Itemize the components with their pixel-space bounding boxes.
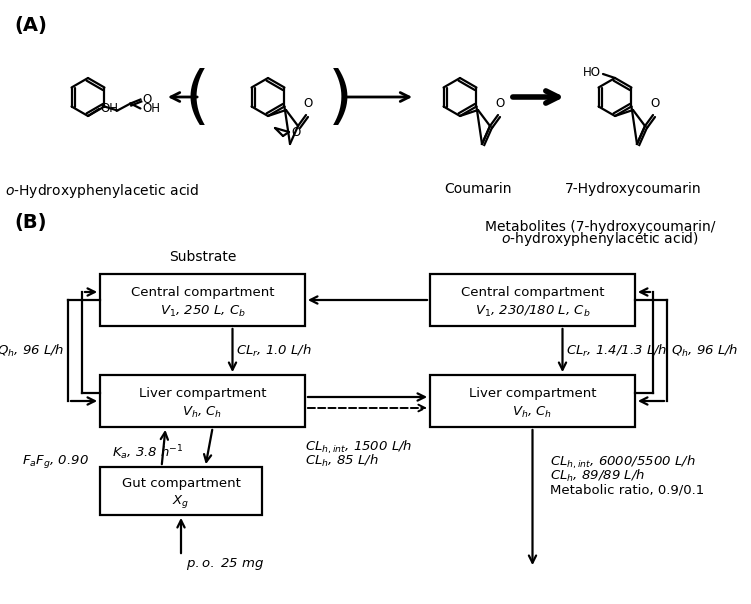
Bar: [100, 274, 305, 326]
Text: Metabolic ratio, 0.9/0.1: Metabolic ratio, 0.9/0.1: [550, 483, 704, 496]
Text: Liver compartment: Liver compartment: [139, 387, 267, 400]
Text: $CL_r$, 1.0 L/h: $CL_r$, 1.0 L/h: [237, 342, 312, 359]
Bar: [100, 375, 305, 427]
Text: $CL_h$, 85 L/h: $CL_h$, 85 L/h: [305, 453, 379, 469]
Text: $p.o.$ 25 mg: $p.o.$ 25 mg: [186, 556, 264, 572]
Bar: [100, 467, 262, 515]
Text: (B): (B): [14, 213, 47, 232]
Bar: [430, 375, 635, 427]
Text: 7-Hydroxycoumarin: 7-Hydroxycoumarin: [565, 182, 701, 196]
Text: $CL_{h,int}$, 6000/5500 L/h: $CL_{h,int}$, 6000/5500 L/h: [550, 453, 695, 471]
Text: $V_1$, 250 L, $C_b$: $V_1$, 250 L, $C_b$: [160, 304, 246, 319]
Text: O: O: [291, 126, 300, 138]
Text: $X_g$: $X_g$: [173, 493, 189, 510]
Text: $F_aF_g$, 0.90: $F_aF_g$, 0.90: [22, 454, 89, 471]
Text: Substrate: Substrate: [169, 250, 236, 264]
Text: Central compartment: Central compartment: [461, 286, 605, 299]
Text: $\it{o}$-Hydroxyphenylacetic acid: $\it{o}$-Hydroxyphenylacetic acid: [5, 182, 199, 200]
Text: $K_a$, 3.8 h$^{-1}$: $K_a$, 3.8 h$^{-1}$: [112, 444, 183, 462]
Text: Central compartment: Central compartment: [131, 286, 274, 299]
Text: $CL_h$, 89/89 L/h: $CL_h$, 89/89 L/h: [550, 468, 645, 484]
Text: (A): (A): [14, 16, 47, 35]
Text: Coumarin: Coumarin: [445, 182, 511, 196]
Bar: [430, 274, 635, 326]
Text: O: O: [650, 97, 659, 110]
Text: O: O: [143, 93, 152, 106]
Text: O: O: [303, 97, 312, 110]
Text: Gut compartment: Gut compartment: [122, 477, 240, 490]
Text: $Q_h$, 96 L/h: $Q_h$, 96 L/h: [0, 342, 64, 359]
Text: OH: OH: [143, 102, 161, 115]
Text: Metabolites (7-hydroxycoumarin/: Metabolites (7-hydroxycoumarin/: [485, 220, 715, 234]
Text: Liver compartment: Liver compartment: [469, 387, 596, 400]
Text: $CL_r$, 1.4/1.3 L/h: $CL_r$, 1.4/1.3 L/h: [566, 342, 668, 359]
Text: O: O: [496, 97, 505, 110]
Text: $V_h$, $C_h$: $V_h$, $C_h$: [512, 405, 553, 420]
Text: HO: HO: [583, 66, 601, 80]
Text: ): ): [327, 68, 352, 130]
Text: OH: OH: [100, 101, 118, 115]
Text: $CL_{h,int}$, 1500 L/h: $CL_{h,int}$, 1500 L/h: [305, 439, 412, 455]
Text: (: (: [185, 68, 210, 130]
Text: $\it{o}$-hydroxyphenylacetic acid): $\it{o}$-hydroxyphenylacetic acid): [501, 230, 699, 248]
Text: $V_1$, 230/180 L, $C_b$: $V_1$, 230/180 L, $C_b$: [475, 304, 590, 319]
Text: $Q_h$, 96 L/h: $Q_h$, 96 L/h: [671, 342, 738, 359]
Text: $V_h$, $C_h$: $V_h$, $C_h$: [182, 405, 222, 420]
